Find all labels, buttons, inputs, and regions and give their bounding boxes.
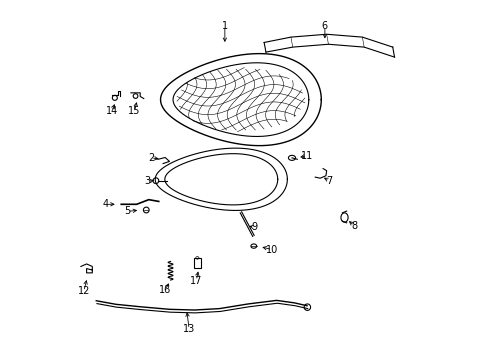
Text: 7: 7 (325, 176, 332, 186)
Text: 9: 9 (251, 222, 257, 232)
Text: 3: 3 (144, 176, 150, 186)
Text: 17: 17 (190, 276, 202, 286)
Bar (193, 258, 201, 268)
Text: 14: 14 (105, 107, 118, 116)
Text: 10: 10 (265, 245, 278, 255)
Text: 4: 4 (102, 199, 109, 209)
Text: 8: 8 (351, 221, 357, 231)
Text: 15: 15 (128, 107, 141, 116)
Text: 11: 11 (300, 151, 312, 161)
Text: 13: 13 (183, 324, 195, 334)
Text: 1: 1 (222, 21, 227, 31)
Text: 2: 2 (147, 153, 154, 163)
Text: 12: 12 (78, 287, 90, 296)
Text: 6: 6 (321, 21, 327, 31)
Text: 16: 16 (159, 285, 171, 295)
Text: 5: 5 (124, 206, 130, 216)
